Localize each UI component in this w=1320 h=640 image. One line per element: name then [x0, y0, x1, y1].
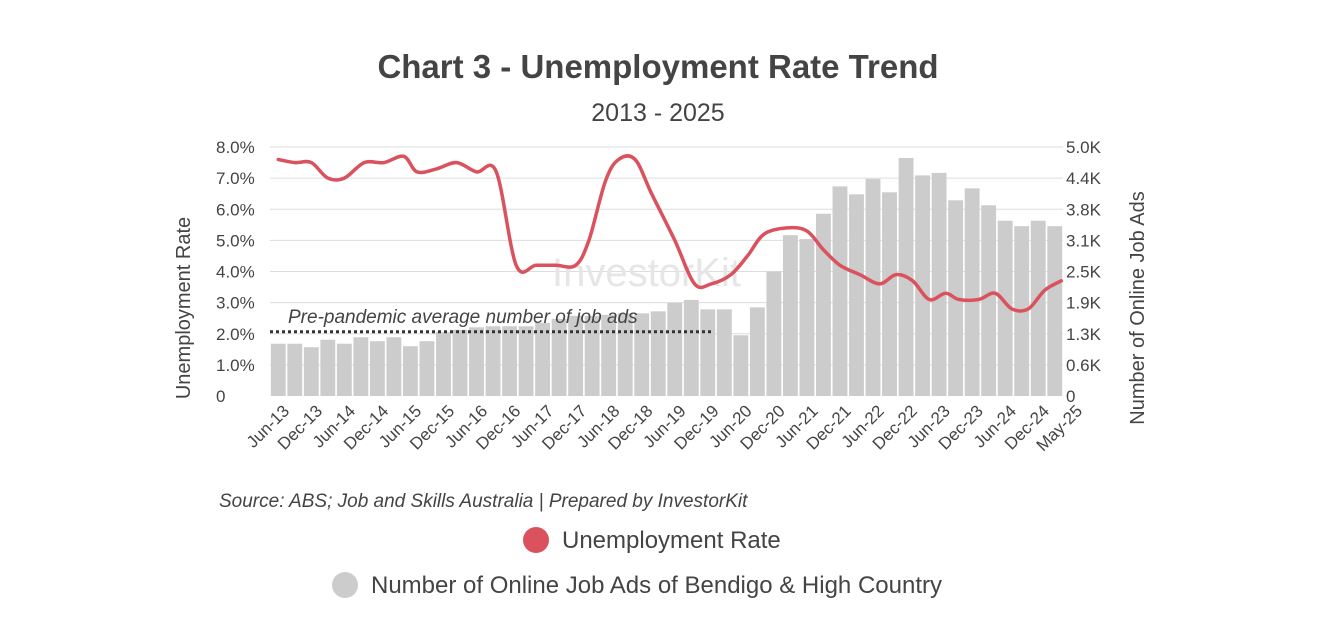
job-ads-bar: [584, 315, 600, 396]
job-ads-bar: [601, 314, 617, 396]
job-ads-bar: [568, 315, 584, 396]
right-axis-title: Number of Online Job Ads: [1127, 191, 1149, 424]
right-tick-label: 1.3K: [1066, 325, 1102, 344]
gridlines: [270, 146, 1063, 366]
job-ads-bar: [915, 175, 931, 396]
left-tick-label: 2.0%: [216, 325, 255, 344]
job-ads-bar: [766, 271, 782, 396]
left-tick-label: 0: [216, 387, 225, 406]
left-tick-label: 3.0%: [216, 294, 255, 313]
job-ads-bar: [882, 192, 897, 396]
job-ads-bar: [650, 311, 666, 396]
job-ads-bar: [749, 307, 765, 396]
job-ads-bar: [419, 341, 435, 396]
legend-job-ads-label: Number of Online Job Ads of Bendigo & Hi…: [371, 572, 942, 599]
job-ads-bar: [700, 309, 716, 396]
job-ads-bar: [485, 326, 501, 396]
job-ads-bar: [981, 205, 997, 396]
chart-subtitle: 2013 - 2025: [591, 99, 724, 127]
job-ads-bar: [716, 309, 732, 396]
job-ads-bar: [634, 313, 650, 396]
job-ads-bar: [386, 337, 402, 396]
job-ads-bar: [303, 347, 319, 396]
unemployment-rate-line: [276, 154, 1064, 313]
job-ads-bar: [832, 186, 848, 396]
right-tick-label: 0.6K: [1066, 356, 1102, 375]
job-ads-bar: [849, 194, 864, 396]
job-ads-bar: [931, 172, 947, 396]
chart-title: Chart 3 - Unemployment Rate Trend: [377, 48, 938, 85]
left-tick-label: 8.0%: [216, 138, 255, 157]
right-tick-label: 3.1K: [1066, 231, 1102, 250]
job-ads-bar: [799, 239, 815, 396]
job-ads-bar: [733, 335, 749, 396]
job-ads-bar: [667, 302, 683, 396]
left-axis-ticks: 0 1.0% 2.0% 3.0% 4.0% 5.0% 6.0% 7.0% 8.0%: [216, 138, 255, 406]
legend-unemployment-swatch: [523, 527, 549, 553]
legend: Unemployment Rate Number of Online Job A…: [332, 527, 942, 599]
job-ads-bar: [1047, 226, 1063, 396]
right-axis-ticks: 0 0.6K 1.3K 1.9K 2.5K 3.1K 3.8K 4.4K 5.0K: [1066, 138, 1102, 406]
job-ads-bar: [617, 313, 633, 396]
watermark: InvestorKit: [552, 251, 741, 295]
job-ads-bar: [997, 220, 1013, 396]
job-ads-bar: [336, 343, 352, 396]
job-ads-bar: [782, 235, 798, 396]
job-ads-bar: [518, 326, 534, 396]
job-ads-bar: [535, 322, 551, 396]
left-tick-label: 7.0%: [216, 169, 255, 188]
source-note: Source: ABS; Job and Skills Australia | …: [219, 491, 748, 512]
right-tick-label: 2.5K: [1066, 263, 1102, 282]
x-axis-ticks: Jun-13Dec-13Jun-14Dec-14Jun-15Dec-15Jun-…: [243, 401, 1086, 455]
legend-unemployment-label: Unemployment Rate: [562, 527, 781, 554]
job-ads-bar: [683, 299, 699, 396]
job-ads-bar: [452, 329, 468, 396]
left-tick-label: 5.0%: [216, 231, 255, 250]
job-ads-bar: [369, 341, 385, 396]
right-tick-label: 5.0K: [1066, 138, 1102, 157]
job-ads-bar: [502, 326, 517, 396]
right-tick-label: 4.4K: [1066, 169, 1102, 188]
left-tick-label: 6.0%: [216, 200, 255, 219]
job-ads-bar: [287, 343, 303, 396]
right-tick-label: 3.8K: [1066, 200, 1102, 219]
job-ads-bar: [320, 339, 336, 396]
pre-pandemic-label: Pre-pandemic average number of job ads: [288, 307, 638, 328]
legend-job-ads-swatch: [332, 572, 358, 598]
pre-pandemic-annotation: Pre-pandemic average number of job ads: [270, 307, 712, 334]
job-ads-bar: [469, 327, 484, 396]
job-ads-bar: [402, 346, 418, 396]
left-tick-label: 1.0%: [216, 356, 255, 375]
job-ads-bar: [865, 178, 881, 396]
job-ads-bar: [353, 337, 369, 396]
job-ads-bar: [436, 332, 451, 396]
job-ads-bar: [270, 343, 286, 396]
job-ads-bar: [551, 318, 567, 396]
left-axis-title: Unemployment Rate: [173, 217, 195, 399]
right-tick-label: 0: [1066, 387, 1075, 406]
job-ads-bar: [816, 213, 831, 396]
right-tick-label: 1.9K: [1066, 294, 1102, 313]
left-tick-label: 4.0%: [216, 263, 255, 282]
job-ads-bar: [1030, 220, 1046, 396]
job-ads-bar: [964, 188, 980, 396]
